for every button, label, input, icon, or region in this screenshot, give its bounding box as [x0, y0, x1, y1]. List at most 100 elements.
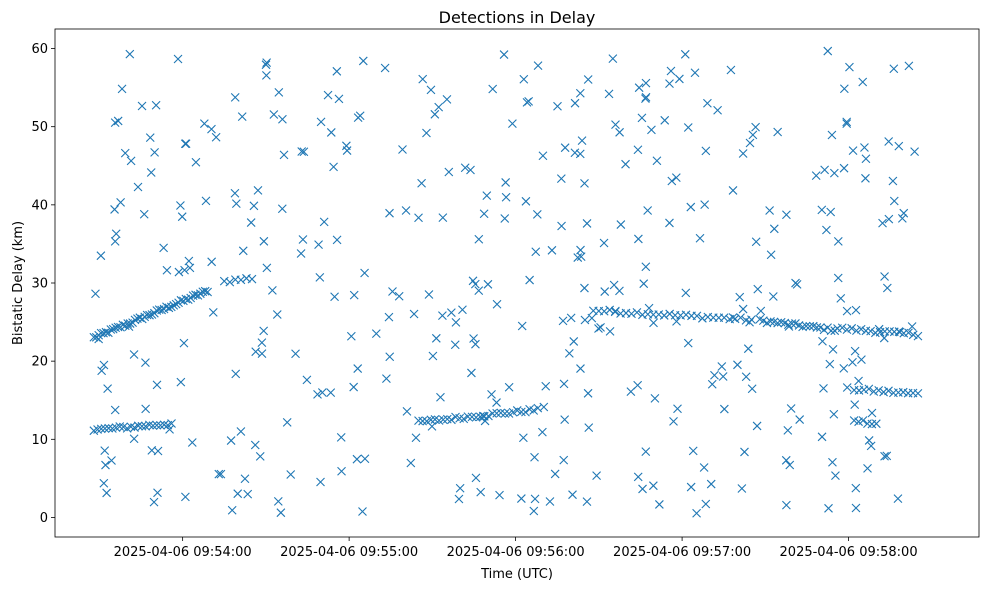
data-point	[848, 357, 857, 367]
data-point	[700, 200, 710, 210]
data-point	[144, 420, 154, 430]
data-point	[480, 416, 490, 426]
data-point	[414, 416, 423, 426]
data-point	[317, 388, 327, 397]
data-point	[860, 143, 869, 152]
data-point	[139, 209, 149, 219]
data-point	[89, 332, 99, 342]
data-point	[533, 61, 543, 70]
data-point	[751, 237, 761, 247]
data-point	[409, 309, 419, 319]
data-point	[149, 497, 159, 507]
data-point	[157, 305, 167, 315]
data-point	[349, 290, 359, 300]
data-point	[108, 324, 118, 334]
data-point	[576, 364, 585, 373]
data-point	[740, 447, 749, 457]
data-point	[652, 156, 662, 166]
data-point	[580, 178, 589, 188]
data-point	[688, 446, 698, 456]
data-point	[159, 420, 169, 430]
data-point	[165, 425, 174, 434]
data-point	[257, 349, 267, 359]
data-point	[665, 79, 674, 89]
data-point	[882, 283, 892, 293]
data-point	[272, 310, 282, 319]
data-point	[152, 420, 162, 430]
data-point	[438, 415, 448, 424]
data-point	[633, 380, 643, 390]
data-point	[426, 85, 436, 95]
data-point	[634, 83, 644, 93]
data-point	[842, 383, 852, 392]
data-point	[752, 421, 762, 431]
data-point	[592, 471, 601, 481]
data-point	[564, 348, 574, 358]
data-point	[353, 113, 363, 123]
data-point	[824, 503, 833, 513]
data-point	[326, 128, 336, 137]
y-tick-label: 30	[31, 277, 48, 292]
data-point	[893, 494, 903, 504]
data-point	[570, 98, 580, 108]
data-point	[850, 400, 860, 410]
data-point	[728, 186, 738, 195]
data-point	[468, 276, 478, 286]
data-point	[831, 471, 840, 481]
data-point	[153, 446, 163, 456]
data-point	[894, 141, 904, 151]
data-point	[717, 362, 727, 371]
data-point	[667, 176, 677, 186]
data-point	[576, 252, 586, 262]
data-point	[286, 470, 296, 479]
plot-frame	[54, 28, 980, 538]
y-tick-label: 0	[40, 511, 48, 526]
data-point	[96, 424, 106, 434]
data-point	[476, 487, 486, 497]
data-point	[666, 66, 676, 76]
data-point	[648, 481, 658, 491]
data-point	[641, 78, 651, 88]
data-point	[529, 506, 539, 516]
data-point	[719, 404, 729, 414]
data-point	[575, 88, 585, 98]
data-point	[669, 417, 678, 426]
data-point	[582, 497, 592, 507]
data-point	[850, 346, 860, 356]
data-point	[145, 310, 154, 320]
data-point	[874, 385, 884, 395]
data-point	[297, 147, 307, 156]
data-point	[583, 75, 593, 84]
data-point	[159, 243, 169, 253]
data-point	[107, 424, 117, 433]
data-point	[137, 101, 147, 111]
data-point	[148, 421, 158, 431]
data-point	[882, 451, 892, 461]
data-point	[856, 324, 866, 334]
data-point	[94, 334, 104, 344]
data-point	[766, 317, 775, 326]
data-point	[181, 139, 191, 149]
data-point	[269, 110, 279, 119]
data-point	[538, 151, 548, 161]
data-point	[879, 387, 888, 397]
data-point	[611, 306, 620, 316]
data-point	[867, 419, 877, 429]
data-point	[827, 130, 837, 140]
data-point	[726, 65, 736, 75]
data-point	[531, 247, 541, 257]
data-point	[501, 178, 511, 187]
data-point	[817, 205, 827, 215]
data-point	[672, 316, 681, 326]
data-point	[201, 196, 211, 206]
data-point	[240, 474, 250, 484]
data-point	[261, 60, 271, 70]
data-point	[243, 489, 253, 499]
data-point	[768, 292, 778, 301]
data-point	[845, 62, 854, 72]
data-point	[637, 113, 647, 123]
data-point	[207, 257, 217, 267]
data-point	[103, 384, 113, 393]
data-point	[665, 218, 674, 228]
data-point	[833, 273, 843, 283]
